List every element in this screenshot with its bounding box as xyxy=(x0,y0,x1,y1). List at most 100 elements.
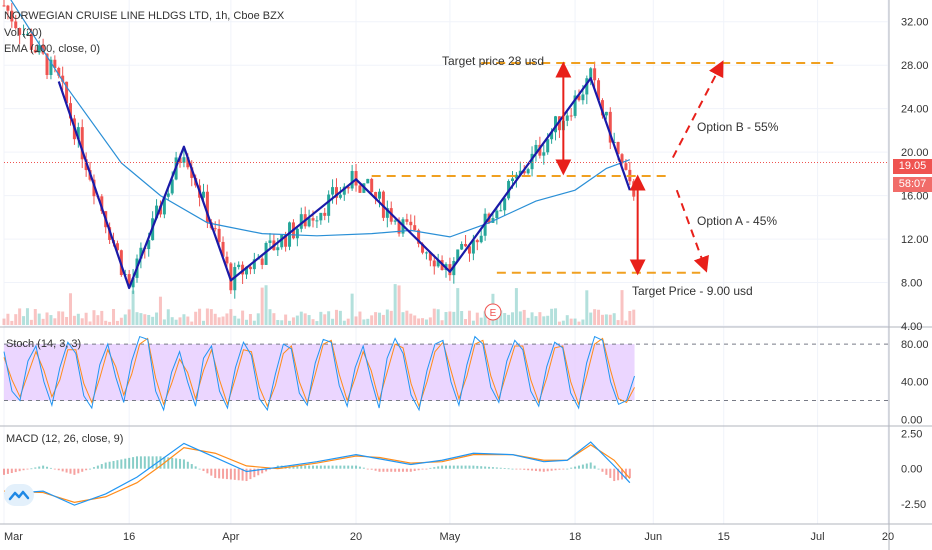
macd-histogram-bar xyxy=(65,468,68,473)
volume-bar xyxy=(112,308,116,325)
macd-histogram-bar xyxy=(233,468,236,480)
candle-body xyxy=(593,68,597,81)
volume-layer xyxy=(2,284,636,325)
time-tick-label: Apr xyxy=(222,531,239,543)
option-a-annotation: Option A - 45% xyxy=(697,214,778,228)
macd-histogram-bar xyxy=(452,465,455,469)
macd-histogram-bar xyxy=(386,468,389,472)
macd-histogram-bar xyxy=(546,468,549,472)
volume-bar xyxy=(264,285,268,325)
macd-histogram-bar xyxy=(46,466,49,469)
volume-bar xyxy=(436,309,440,325)
candle-body xyxy=(248,266,252,270)
volume-bar xyxy=(593,309,597,325)
volume-bar xyxy=(522,309,526,325)
macd-histogram-bar xyxy=(112,460,115,469)
ema-indicator-label[interactable]: EMA (100, close, 0) xyxy=(4,43,100,55)
macd-histogram-bar xyxy=(538,468,541,472)
macd-histogram-bar xyxy=(499,467,502,469)
volume-bar xyxy=(127,309,131,325)
candle-body xyxy=(139,247,143,259)
volume-bar xyxy=(272,313,276,325)
volume-indicator-label[interactable]: Vol (20) xyxy=(4,27,42,39)
macd-histogram-bar xyxy=(589,462,592,469)
volume-bar xyxy=(608,314,612,325)
arrow-layer: E xyxy=(484,60,724,321)
time-tick-label: 16 xyxy=(123,531,135,543)
stoch-tick-label: 40.00 xyxy=(901,377,929,389)
candle-body xyxy=(413,225,417,231)
candle-body xyxy=(550,132,554,140)
time-tick-label: Mar xyxy=(4,531,23,543)
volume-bar xyxy=(616,320,620,325)
volume-bar xyxy=(225,313,229,325)
macd-histogram-bar xyxy=(339,465,342,469)
macd-histogram-bar xyxy=(445,465,447,469)
candle-body xyxy=(432,260,436,267)
macd-histogram-bar xyxy=(472,465,475,469)
macd-histogram-bar xyxy=(358,466,361,469)
macd-histogram-bar xyxy=(460,465,463,469)
candle-body xyxy=(6,5,10,11)
macd-histogram-bar xyxy=(581,464,584,469)
macd-histogram-bar xyxy=(198,468,201,470)
macd-histogram-bar xyxy=(268,468,271,470)
macd-line xyxy=(3,441,631,506)
macd-histogram-bar xyxy=(331,465,334,469)
candle-body xyxy=(331,187,335,195)
candle-body xyxy=(155,205,159,219)
candle-body xyxy=(299,214,303,229)
macd-histogram-bar xyxy=(179,458,182,469)
macd-histogram-bar xyxy=(249,468,252,480)
price-tick-label: 8.00 xyxy=(901,278,922,290)
macd-indicator-label[interactable]: MACD (12, 26, close, 9) xyxy=(6,433,124,445)
volume-bar xyxy=(467,310,471,325)
macd-histogram-bar xyxy=(374,468,377,471)
macd-histogram-bar xyxy=(566,468,569,470)
candle-body xyxy=(577,95,581,101)
macd-histogram-bar xyxy=(542,468,545,472)
macd-histogram-bar xyxy=(182,459,185,469)
volume-bar xyxy=(456,288,460,325)
volume-bar xyxy=(205,308,209,325)
volume-bar xyxy=(464,319,468,325)
macd-histogram-bar xyxy=(429,467,432,469)
volume-bar xyxy=(57,311,61,325)
candle-body xyxy=(166,193,170,197)
price-tick-label: 32.00 xyxy=(901,17,929,29)
macd-histogram-bar xyxy=(343,465,346,469)
candle-body xyxy=(201,191,205,198)
macd-histogram-bar xyxy=(441,465,444,469)
candle-body xyxy=(597,80,601,101)
macd-histogram-bar xyxy=(14,468,17,473)
volume-bar xyxy=(428,317,432,325)
candle-body xyxy=(190,167,194,178)
candle-body xyxy=(205,191,209,223)
macd-histogram-bar xyxy=(554,468,557,471)
macd-histogram-bar xyxy=(585,463,588,469)
macd-histogram-bar xyxy=(558,468,561,470)
tradingview-logo-icon[interactable] xyxy=(4,484,34,506)
macd-tick-label: 2.50 xyxy=(901,429,922,441)
macd-histogram-bar xyxy=(38,466,41,469)
target-top-annotation: Target price 28 usd xyxy=(442,54,545,68)
earnings-marker-icon xyxy=(484,303,502,321)
candle-body xyxy=(421,243,425,253)
candle-body xyxy=(417,230,421,244)
macd-histogram-bar xyxy=(534,468,537,472)
candle-body xyxy=(514,174,518,179)
candle-body xyxy=(18,28,22,35)
macd-histogram-bar xyxy=(398,468,401,472)
candle-body xyxy=(37,45,41,53)
macd-histogram-bar xyxy=(425,468,428,470)
macd-histogram-bar xyxy=(464,465,467,469)
volume-bar xyxy=(166,309,170,325)
volume-bar xyxy=(221,316,225,325)
volume-bar xyxy=(374,312,378,325)
volume-bar xyxy=(381,314,385,325)
volume-bar xyxy=(252,320,256,325)
macd-histogram-bar xyxy=(390,468,393,472)
stoch-indicator-label[interactable]: Stoch (14, 3, 3) xyxy=(6,338,82,350)
volume-bar xyxy=(432,308,436,325)
candle-body xyxy=(307,218,311,227)
